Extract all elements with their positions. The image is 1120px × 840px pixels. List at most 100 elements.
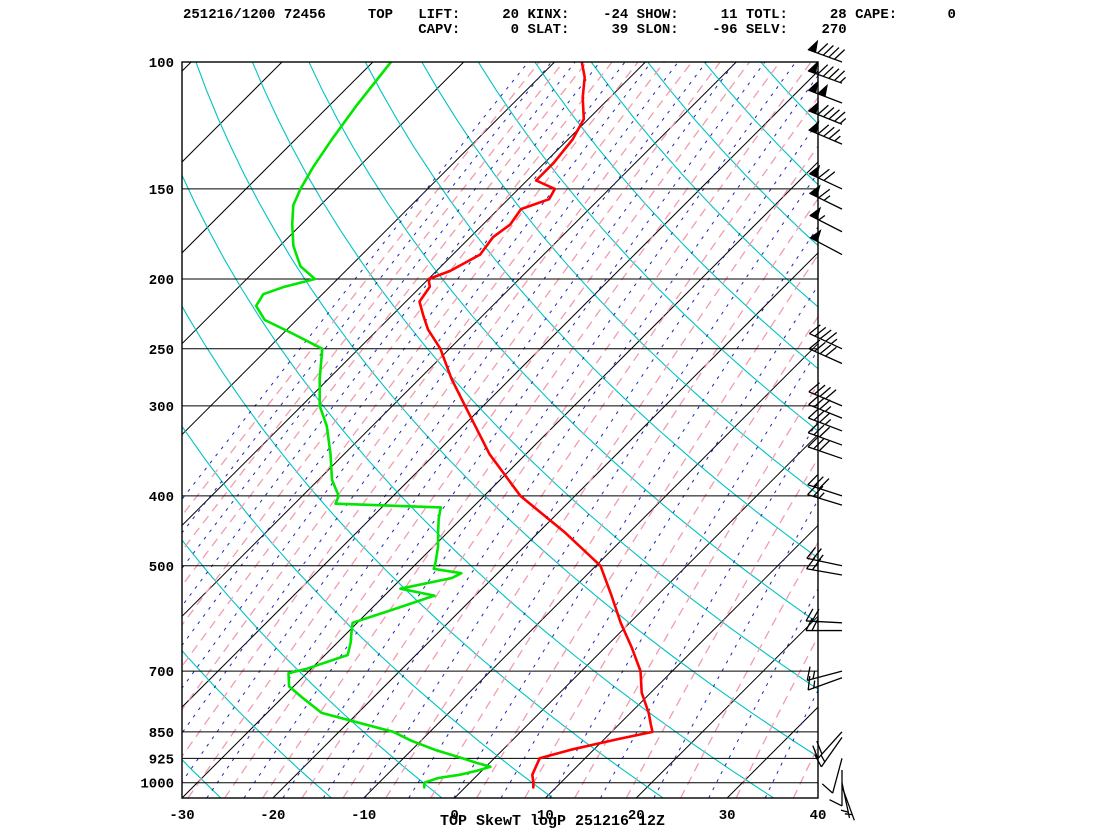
temp-tick-label: 0 (450, 808, 458, 824)
dry-adiabat-line (364, 62, 818, 559)
wind-barb (807, 422, 843, 446)
mixing-ratio-major-line (182, 62, 564, 552)
wind-barb (809, 206, 843, 233)
dry-adiabat-line (874, 62, 1120, 798)
dry-adiabat-line (182, 649, 332, 798)
mixing-ratio-minor-line (708, 588, 818, 798)
wind-barb (807, 408, 843, 432)
isotherm-line (182, 70, 818, 708)
wind-barb (829, 769, 843, 807)
dry-adiabat-line (182, 539, 443, 798)
wind-barb (807, 484, 843, 506)
header-line-1: 251216/1200 72456 TOP LIFT: 20 KINX: -24… (183, 7, 956, 23)
mixing-ratio-minor-line (182, 62, 552, 534)
mixing-ratio-minor-line (882, 62, 1120, 798)
wind-barb (808, 394, 843, 419)
mixing-ratio-major-line (476, 253, 818, 798)
isotherm-line (817, 797, 818, 798)
mixing-ratio-minor-line (282, 62, 797, 798)
mixing-ratio-minor-line (453, 225, 818, 798)
isotherm-line (182, 62, 555, 436)
mixing-ratio-minor-line (322, 74, 818, 798)
wind-barb (806, 666, 843, 682)
dry-adiabat-line (182, 304, 664, 798)
wind-barb (807, 676, 843, 691)
dry-adiabat-line (0, 62, 110, 798)
dry-adiabat-line (816, 62, 818, 64)
dry-adiabat-line (421, 62, 818, 495)
dry-adiabat-line (182, 758, 222, 798)
pressure-tick-label: 500 (149, 560, 174, 576)
mixing-ratio-major-line (971, 62, 1120, 798)
temp-tick-label: -20 (260, 808, 285, 824)
mixing-ratio-major-line (182, 62, 613, 627)
wind-barb (806, 557, 843, 576)
mixing-ratio-major-line (735, 635, 818, 798)
mixing-ratio-minor-line (408, 171, 818, 798)
mixing-ratio-major-line (574, 382, 818, 798)
temp-tick-label: -30 (169, 808, 194, 824)
pressure-tick-label: 925 (149, 752, 174, 768)
wind-barb (814, 736, 843, 768)
mixing-ratio-major-line (182, 62, 665, 711)
mixing-ratio-major-line (301, 62, 812, 798)
wind-barb (805, 608, 843, 624)
wind-barb (807, 436, 843, 460)
mixing-ratio-major-line (524, 315, 818, 798)
mixing-ratio-major-line (342, 96, 818, 798)
wind-barb (808, 184, 843, 210)
mixing-ratio-major-line (385, 144, 818, 798)
pressure-tick-label: 150 (149, 183, 174, 199)
temp-tick-label: 30 (719, 808, 736, 824)
mixing-ratio-minor-line (600, 419, 818, 798)
isotherm-line (182, 62, 192, 72)
pressure-tick-label: 400 (149, 490, 174, 506)
wind-barb (808, 324, 843, 350)
isotherm-line (454, 433, 818, 798)
isotherm-line (363, 343, 818, 798)
mixing-ratio-major-line (224, 62, 751, 798)
wind-barb (805, 617, 842, 632)
dry-adiabat-line (590, 62, 818, 308)
wind-barb (808, 382, 843, 407)
dewpoint-curve (254, 62, 492, 789)
wind-barb (808, 339, 843, 365)
plot-area (0, 62, 1120, 798)
dry-adiabat-line (308, 62, 818, 624)
wind-barb (807, 474, 843, 497)
temp-tick-label: -10 (351, 808, 376, 824)
mixing-ratio-major-line (182, 62, 588, 587)
mixing-ratio-minor-line (182, 62, 679, 734)
dry-adiabat-line (182, 173, 774, 798)
mixing-ratio-major-line (912, 62, 1120, 798)
temp-tick-label: 20 (628, 808, 645, 824)
wind-barb (808, 164, 843, 190)
mixing-ratio-minor-line (182, 62, 707, 783)
mixing-ratio-minor-line (500, 284, 818, 798)
isotherm-line (272, 252, 818, 798)
mixing-ratio-major-line (430, 197, 818, 798)
isotherm-line (182, 62, 283, 163)
mixing-ratio-major-line (262, 62, 781, 798)
wind-barb (809, 229, 843, 256)
mixing-ratio-major-line (187, 62, 721, 798)
pressure-tick-label: 100 (149, 56, 174, 72)
mixing-ratio-major-line (852, 62, 1120, 798)
isotherm-line (182, 62, 646, 527)
wind-barb (841, 786, 855, 821)
pressure-tick-label: 1000 (140, 777, 174, 793)
wind-barb (821, 758, 843, 794)
mixing-ratio-minor-line (364, 121, 818, 798)
wind-barb (807, 80, 843, 104)
wind-barb (812, 731, 843, 760)
mixing-ratio-minor-line (653, 499, 818, 798)
isotherm-line (635, 615, 818, 798)
wind-barb (808, 120, 843, 145)
mixing-ratio-minor-line (182, 62, 626, 647)
isotherm-line (545, 524, 818, 798)
pressure-tick-label: 250 (149, 343, 174, 359)
pressure-tick-label: 700 (149, 665, 174, 681)
wind-barb (807, 60, 847, 84)
chart-title: TOP SkewT logP 251216 12Z (440, 813, 666, 830)
